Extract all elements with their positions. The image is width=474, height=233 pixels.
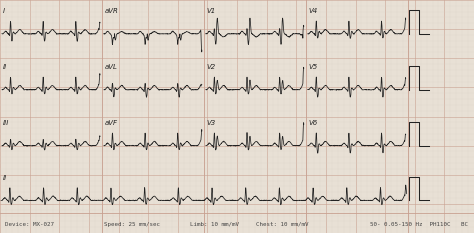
Text: Limb: 10 mm/mV: Limb: 10 mm/mV xyxy=(190,222,238,226)
Text: 50- 0.05-150 Hz  PH110C   BC  F7: 50- 0.05-150 Hz PH110C BC F7 xyxy=(370,222,474,226)
Text: aVF: aVF xyxy=(104,120,117,126)
Text: III: III xyxy=(2,120,9,126)
Text: Speed: 25 mm/sec: Speed: 25 mm/sec xyxy=(104,222,160,226)
Text: II: II xyxy=(2,64,7,70)
Text: V1: V1 xyxy=(206,8,216,14)
Text: I: I xyxy=(2,8,4,14)
Text: Chest: 10 mm/mV: Chest: 10 mm/mV xyxy=(256,222,309,226)
Text: V6: V6 xyxy=(308,120,318,126)
Text: aVL: aVL xyxy=(104,64,117,70)
Text: V3: V3 xyxy=(206,120,216,126)
Text: aVR: aVR xyxy=(104,8,118,14)
Text: V4: V4 xyxy=(308,8,318,14)
Text: Device: MX-027: Device: MX-027 xyxy=(5,222,54,226)
Text: V2: V2 xyxy=(206,64,216,70)
Text: II: II xyxy=(2,175,7,181)
Text: V5: V5 xyxy=(308,64,318,70)
